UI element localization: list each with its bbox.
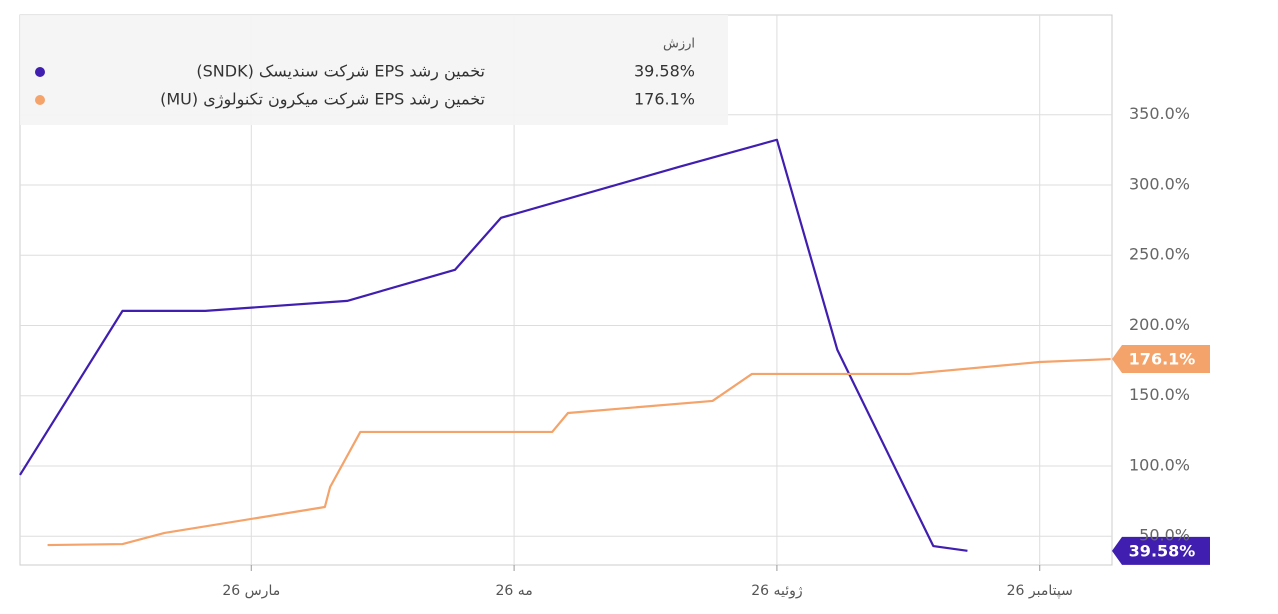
x-tick-label: مارس 26 bbox=[222, 583, 280, 599]
series-line bbox=[47, 357, 1111, 547]
y-tick-label: 250.0% bbox=[1129, 245, 1190, 264]
legend-value: 39.58% bbox=[634, 62, 695, 81]
x-tick-label: مه 26 bbox=[495, 583, 532, 599]
y-tick-label: 100.0% bbox=[1129, 455, 1190, 474]
x-tick-label: ژوئیه 26 bbox=[751, 583, 803, 599]
legend-box bbox=[20, 15, 728, 125]
y-tick-label: 300.0% bbox=[1129, 174, 1190, 193]
legend-label: تخمین رشد EPS شرکت میکرون تکنولوژی (MU) bbox=[160, 90, 485, 110]
value-badge-label: 39.58% bbox=[1129, 541, 1196, 560]
value-badge bbox=[1112, 536, 1210, 565]
legend-marker bbox=[35, 95, 45, 105]
legend-title: ارزش bbox=[663, 37, 695, 52]
y-tick-label: 50.0% bbox=[1139, 526, 1190, 545]
value-badge bbox=[1112, 345, 1210, 374]
y-tick-label: 200.0% bbox=[1129, 315, 1190, 334]
badges: 39.58% 176.1% bbox=[1112, 345, 1210, 565]
y-tick-label: 150.0% bbox=[1129, 385, 1190, 404]
series-line bbox=[19, 138, 968, 552]
legend: تخمین رشد EPS شرکت سندیسک (SNDK) 39.58% تخ… bbox=[35, 62, 695, 110]
legend-marker bbox=[35, 67, 45, 77]
value-badge-label: 176.1% bbox=[1129, 350, 1196, 369]
legend-label: تخمین رشد EPS شرکت سندیسک (SNDK) bbox=[196, 62, 485, 82]
x-tick-label: سپتامبر 26 bbox=[1007, 583, 1073, 599]
legend-value: 176.1% bbox=[634, 90, 695, 109]
lines bbox=[19, 138, 1111, 552]
y-tick-label: 350.0% bbox=[1129, 104, 1190, 123]
